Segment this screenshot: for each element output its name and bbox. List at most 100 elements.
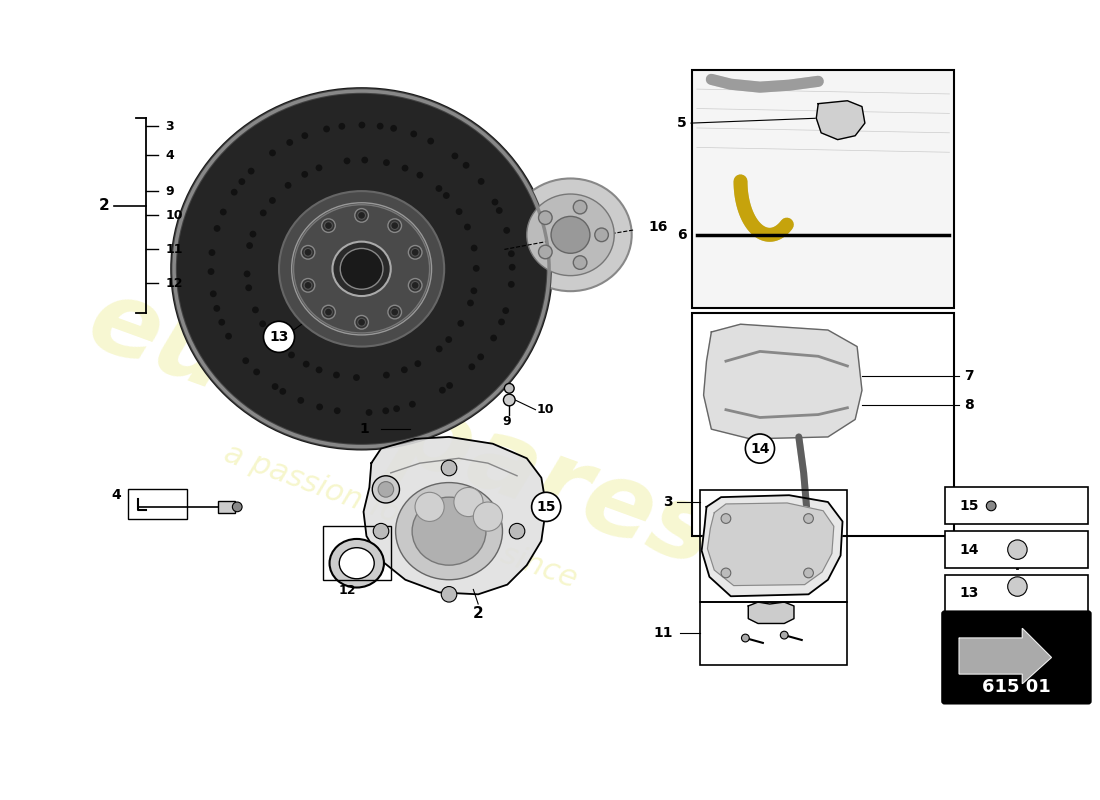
Circle shape <box>260 210 266 216</box>
Text: 4: 4 <box>165 149 174 162</box>
Text: 14: 14 <box>959 542 979 557</box>
Circle shape <box>436 346 442 352</box>
Circle shape <box>408 278 422 292</box>
Circle shape <box>377 122 384 130</box>
Circle shape <box>260 321 266 327</box>
Circle shape <box>319 329 326 336</box>
Circle shape <box>378 482 394 497</box>
Circle shape <box>324 308 332 316</box>
Circle shape <box>339 123 345 130</box>
Circle shape <box>390 222 398 230</box>
Circle shape <box>508 281 515 288</box>
Circle shape <box>270 150 276 156</box>
Text: 8: 8 <box>964 398 974 412</box>
Circle shape <box>213 305 220 312</box>
Circle shape <box>283 248 289 255</box>
Ellipse shape <box>396 482 503 580</box>
Circle shape <box>358 191 364 198</box>
Polygon shape <box>363 437 547 594</box>
Text: eurospares: eurospares <box>74 269 727 589</box>
FancyBboxPatch shape <box>943 612 1090 703</box>
Text: 9: 9 <box>165 185 174 198</box>
Polygon shape <box>707 503 834 586</box>
Circle shape <box>245 284 252 291</box>
Circle shape <box>244 270 251 278</box>
Text: 1: 1 <box>360 422 370 436</box>
Polygon shape <box>704 324 862 439</box>
Circle shape <box>324 222 332 230</box>
Circle shape <box>376 194 384 201</box>
Circle shape <box>264 322 295 352</box>
Circle shape <box>447 382 453 389</box>
Circle shape <box>213 225 220 232</box>
Circle shape <box>321 306 336 319</box>
Circle shape <box>410 130 417 138</box>
Circle shape <box>539 245 552 258</box>
Circle shape <box>436 265 442 271</box>
Circle shape <box>209 249 216 256</box>
Text: a passion for parts since: a passion for parts since <box>220 439 581 594</box>
Circle shape <box>390 125 397 132</box>
Circle shape <box>417 172 424 178</box>
Circle shape <box>508 250 515 257</box>
Circle shape <box>804 514 813 523</box>
Circle shape <box>365 409 373 416</box>
Text: 12: 12 <box>339 584 355 597</box>
Ellipse shape <box>551 216 590 254</box>
Text: 14: 14 <box>750 442 770 455</box>
Circle shape <box>252 306 258 314</box>
Circle shape <box>477 354 484 360</box>
Circle shape <box>388 219 401 233</box>
Circle shape <box>432 288 439 294</box>
Circle shape <box>504 394 515 406</box>
Circle shape <box>373 523 388 539</box>
Circle shape <box>415 360 421 367</box>
Circle shape <box>336 336 342 343</box>
Circle shape <box>301 132 308 139</box>
Circle shape <box>270 334 276 341</box>
Circle shape <box>304 249 312 256</box>
Circle shape <box>323 126 330 132</box>
Circle shape <box>333 407 341 414</box>
Circle shape <box>473 265 480 272</box>
Circle shape <box>491 334 497 342</box>
Circle shape <box>451 153 459 159</box>
Text: 15: 15 <box>959 499 979 513</box>
Ellipse shape <box>339 548 374 578</box>
Text: 11: 11 <box>165 243 183 256</box>
Circle shape <box>355 315 368 329</box>
Bar <box>700 602 847 666</box>
Circle shape <box>409 401 416 408</box>
Circle shape <box>439 386 446 394</box>
Circle shape <box>573 256 587 270</box>
Polygon shape <box>816 101 865 140</box>
Ellipse shape <box>509 178 631 291</box>
Circle shape <box>441 460 456 476</box>
Ellipse shape <box>412 497 486 565</box>
Bar <box>700 490 847 602</box>
Ellipse shape <box>340 249 383 290</box>
Circle shape <box>358 211 365 219</box>
Circle shape <box>362 339 369 346</box>
Text: 10: 10 <box>537 403 554 416</box>
Circle shape <box>232 502 242 512</box>
Text: 5: 5 <box>678 116 688 130</box>
Circle shape <box>219 319 225 326</box>
Circle shape <box>297 397 305 404</box>
Circle shape <box>746 434 774 463</box>
Circle shape <box>226 333 232 339</box>
Circle shape <box>321 219 336 233</box>
Circle shape <box>780 631 788 639</box>
Circle shape <box>471 287 477 294</box>
Circle shape <box>316 165 322 171</box>
Circle shape <box>441 586 456 602</box>
Circle shape <box>304 282 312 290</box>
Circle shape <box>503 307 509 314</box>
Circle shape <box>804 568 813 578</box>
Circle shape <box>248 168 254 174</box>
Circle shape <box>412 318 419 325</box>
Ellipse shape <box>527 194 614 276</box>
Circle shape <box>333 372 340 378</box>
Circle shape <box>427 138 434 145</box>
Polygon shape <box>959 628 1052 684</box>
